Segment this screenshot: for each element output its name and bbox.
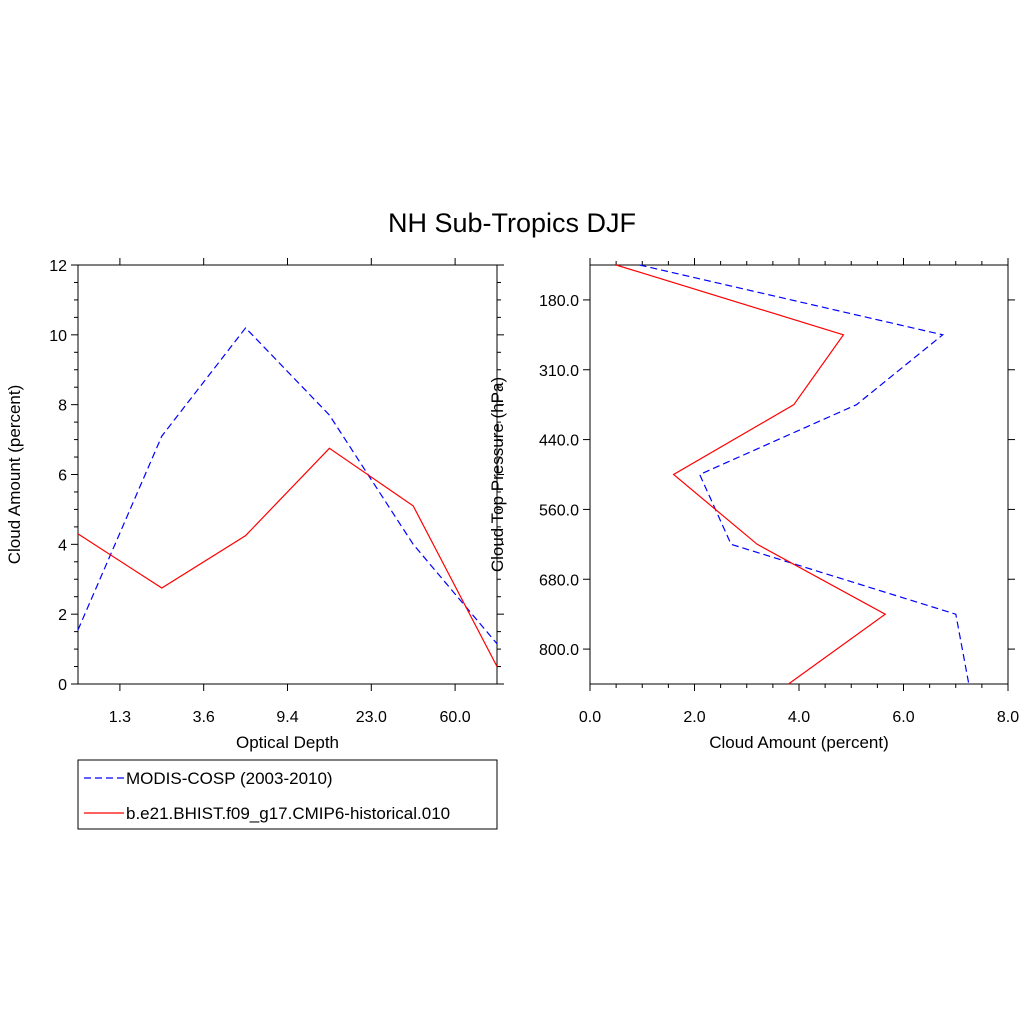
right-x-axis-title: Cloud Amount (percent)	[709, 733, 889, 752]
right-series-modis-line	[639, 264, 970, 685]
left-x-tick-label: 23.0	[356, 709, 387, 726]
right-x-tick-label: 4.0	[788, 709, 810, 726]
left-y-tick-label: 12	[49, 258, 67, 275]
left-x-tick-label: 1.3	[109, 709, 131, 726]
right-y-tick-label: 560.0	[539, 502, 579, 519]
left-series-modis-line	[77, 326, 498, 645]
right-y-tick-label: 310.0	[539, 363, 579, 380]
left-x-tick-label: 60.0	[440, 709, 471, 726]
chart-title: NH Sub-Tropics DJF	[388, 208, 636, 238]
right-plot-frame	[589, 264, 1009, 685]
left-x-axis-title: Optical Depth	[236, 733, 339, 752]
left-plot-frame	[77, 264, 498, 685]
right-axis-ticks: 0.0 2.0 4.0 6.0 8.0 180.0 310.0 440.0 560.0 680.0…	[539, 258, 1019, 726]
cloud-top-pressure-panel: 0.0 2.0 4.0 6.0 8.0 180.0 310.0 440.0 560.0 680.0…	[488, 258, 1019, 752]
left-y-tick-label: 8	[58, 398, 67, 415]
left-y-tick-label: 4	[58, 537, 67, 554]
right-series-model-line	[615, 264, 887, 685]
legend-label-modis: MODIS-COSP (2003-2010)	[126, 769, 333, 788]
legend-box	[77, 759, 498, 830]
right-x-tick-label: 0.0	[579, 709, 601, 726]
right-x-tick-label: 2.0	[683, 709, 705, 726]
legend-label-model: b.e21.BHIST.f09_g17.CMIP6-historical.010	[126, 804, 450, 823]
right-y-tick-label: 180.0	[539, 293, 579, 310]
right-y-axis-title: Cloud Top Pressure (hPa)	[488, 377, 507, 572]
left-x-tick-label: 9.4	[276, 709, 298, 726]
left-series-lines	[77, 326, 498, 667]
right-y-tick-label: 440.0	[539, 433, 579, 450]
right-x-tick-label: 8.0	[997, 709, 1019, 726]
legend: MODIS-COSP (2003-2010) b.e21.BHIST.f09_g…	[77, 759, 498, 830]
left-y-axis-title: Cloud Amount (percent)	[5, 385, 24, 565]
optical-depth-panel: 0 2 4 6 8 10 12 1.3 3.6 9.4 23.0 60.0 Optical Depth…	[5, 258, 504, 752]
left-y-tick-label: 2	[58, 607, 67, 624]
left-y-tick-label: 0	[58, 677, 67, 694]
right-series-lines	[615, 264, 970, 685]
left-y-tick-label: 10	[49, 328, 67, 345]
left-y-tick-label: 6	[58, 468, 67, 485]
left-series-model-line	[77, 447, 498, 667]
right-x-tick-label: 6.0	[892, 709, 914, 726]
right-y-tick-label: 800.0	[539, 642, 579, 659]
right-y-tick-label: 680.0	[539, 572, 579, 589]
left-axis-ticks: 0 2 4 6 8 10 12 1.3 3.6 9.4 23.0 60.0	[49, 258, 504, 726]
left-x-tick-label: 3.6	[193, 709, 215, 726]
